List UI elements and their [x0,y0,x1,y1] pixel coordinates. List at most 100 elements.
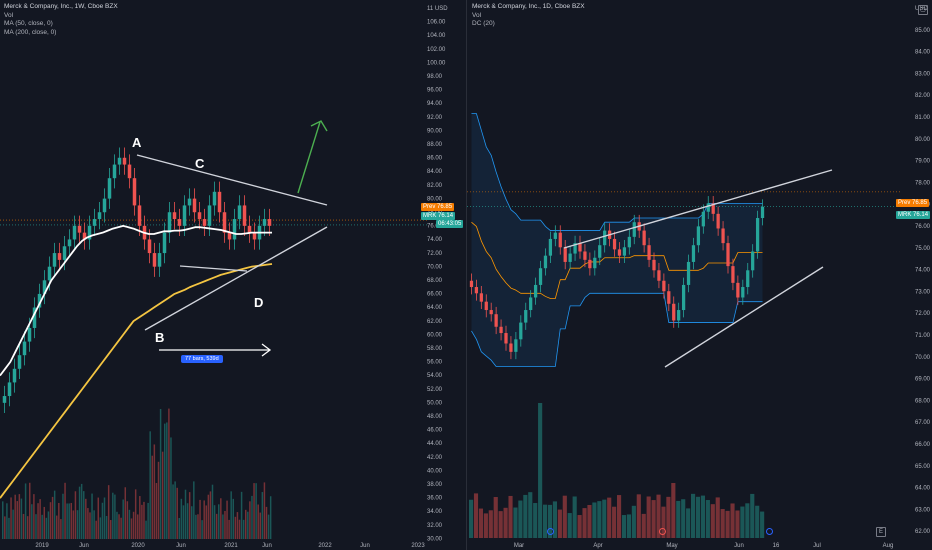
candle-body [469,280,474,288]
volume-bar [8,517,10,539]
volume-bar [72,510,75,539]
x-axis-tick-label: 2022 [318,543,332,549]
volume-bar [211,484,214,539]
y-axis-tick-label: 92.00 [427,115,443,121]
volume-bar [218,504,220,539]
candle-body [499,326,503,334]
volume-bar [538,403,543,538]
daily-chart-pane[interactable]: USD 85.00 84.00 83.00 82.00 81.00 80.00 79.00 78… [467,0,932,550]
candle-body [474,287,479,294]
dividend-event-icon[interactable] [766,528,773,535]
candle-body [726,243,730,267]
candle-body [212,191,217,206]
legend-vol: Vol [4,11,14,19]
volume-bar [58,502,60,539]
volume-bar [656,494,661,538]
candle-body [82,232,87,240]
candle-body [731,266,735,283]
candle-body [102,198,107,213]
x-axis-tick-label: Jun [360,543,370,549]
volume-bar [178,517,181,539]
x-axis-tick-label: Jun [176,543,186,549]
candle-body [32,307,37,328]
y-axis-tick-label: 48.00 [427,414,443,420]
x-axis-tick-label: Aug [883,543,894,549]
candle-body [662,280,666,292]
y-axis-tick-label: 84.00 [427,169,443,175]
daily-chart-canvas[interactable]: USD 85.00 84.00 83.00 82.00 81.00 80.00 79.00 78… [467,0,932,550]
volume-bar [232,498,235,539]
candle-body [548,238,553,256]
candle-body [701,211,705,227]
volume-bar [4,516,6,539]
dividend-event-icon[interactable] [547,528,554,535]
weekly-chart-canvas[interactable]: A B C D 11 USD 106.00 104.00 102.00 100.00 98.00 9… [0,0,466,550]
volume-bar [64,482,66,539]
candle-body [583,251,587,260]
lower-wedge-trendline [664,266,824,368]
candle-body [267,219,272,226]
y-axis-tick-label: 11 USD [427,6,448,12]
volume-bar [182,505,185,539]
volume-bar [552,501,557,538]
y-axis-tick-label: 74.00 [427,237,443,243]
candle-body [187,198,192,206]
candle-body [706,203,710,212]
y-axis-tick-label: 82.00 [915,93,931,99]
candle-body [519,322,523,340]
y-axis-tick-label: 66.00 [915,442,931,448]
x-axis-tick-label: Mar [514,543,524,549]
weekly-chart-pane[interactable]: A B C D 11 USD 106.00 104.00 102.00 100.00 98.00 9… [0,0,467,550]
maximize-icon[interactable]: ▢ [918,5,928,15]
volume-bar [745,503,750,538]
candle-body [227,232,232,240]
candle-body [217,191,222,213]
volume-bar [126,501,129,539]
volume-bar [51,496,54,539]
volume-bar [45,517,48,539]
candle-body [603,230,607,246]
prev-value: 76.85 [912,200,928,206]
candle-body [152,253,157,267]
y-axis-tick-label: 82.00 [427,183,443,189]
earnings-event-icon[interactable] [659,528,666,535]
volume-bar [87,508,89,539]
prev-value: 76.85 [437,204,453,210]
volume-bar [118,514,120,539]
candle-body [573,243,577,254]
y-axis-tick-label: 72.00 [915,311,931,317]
candle-body [741,287,745,298]
volume-bar [110,520,112,539]
volume-bar [715,497,720,538]
y-axis-tick-label: 40.00 [427,468,443,474]
candle-body [192,198,197,213]
volume-bar [661,506,666,538]
y-axis-tick-label: 78.00 [915,180,931,186]
candle-body [167,212,172,233]
volume-bar [750,493,755,538]
legend-vol: Vol [472,11,482,19]
prev-close-tag: Prev 76.85 [896,199,930,207]
volume-bar [222,514,224,539]
volume-bar [6,503,8,539]
candle-body [711,203,715,214]
goto-button[interactable]: E [876,527,886,537]
y-axis-tick-label: 50.00 [427,400,443,406]
y-axis-tick-label: 52.00 [427,387,443,393]
volume-bar [39,499,41,539]
volume-bar [31,504,33,539]
volume-bar [41,514,43,539]
daily-chart-legend: Merck & Company, Inc., 1D, Cboe BZX Vol … [472,3,585,29]
volume-bar [120,517,122,539]
prev-label: Prev [423,204,436,210]
volume-bar [164,423,166,539]
candle-body [543,255,548,269]
volume-bar [602,499,607,538]
volume-bar [572,496,577,538]
candle-body [588,259,592,269]
pattern-label-d: D [254,295,263,310]
volume-bar [197,514,199,539]
x-axis-tick-label: Jun [79,543,89,549]
candle-body [147,239,152,254]
volume-bar [161,451,164,539]
